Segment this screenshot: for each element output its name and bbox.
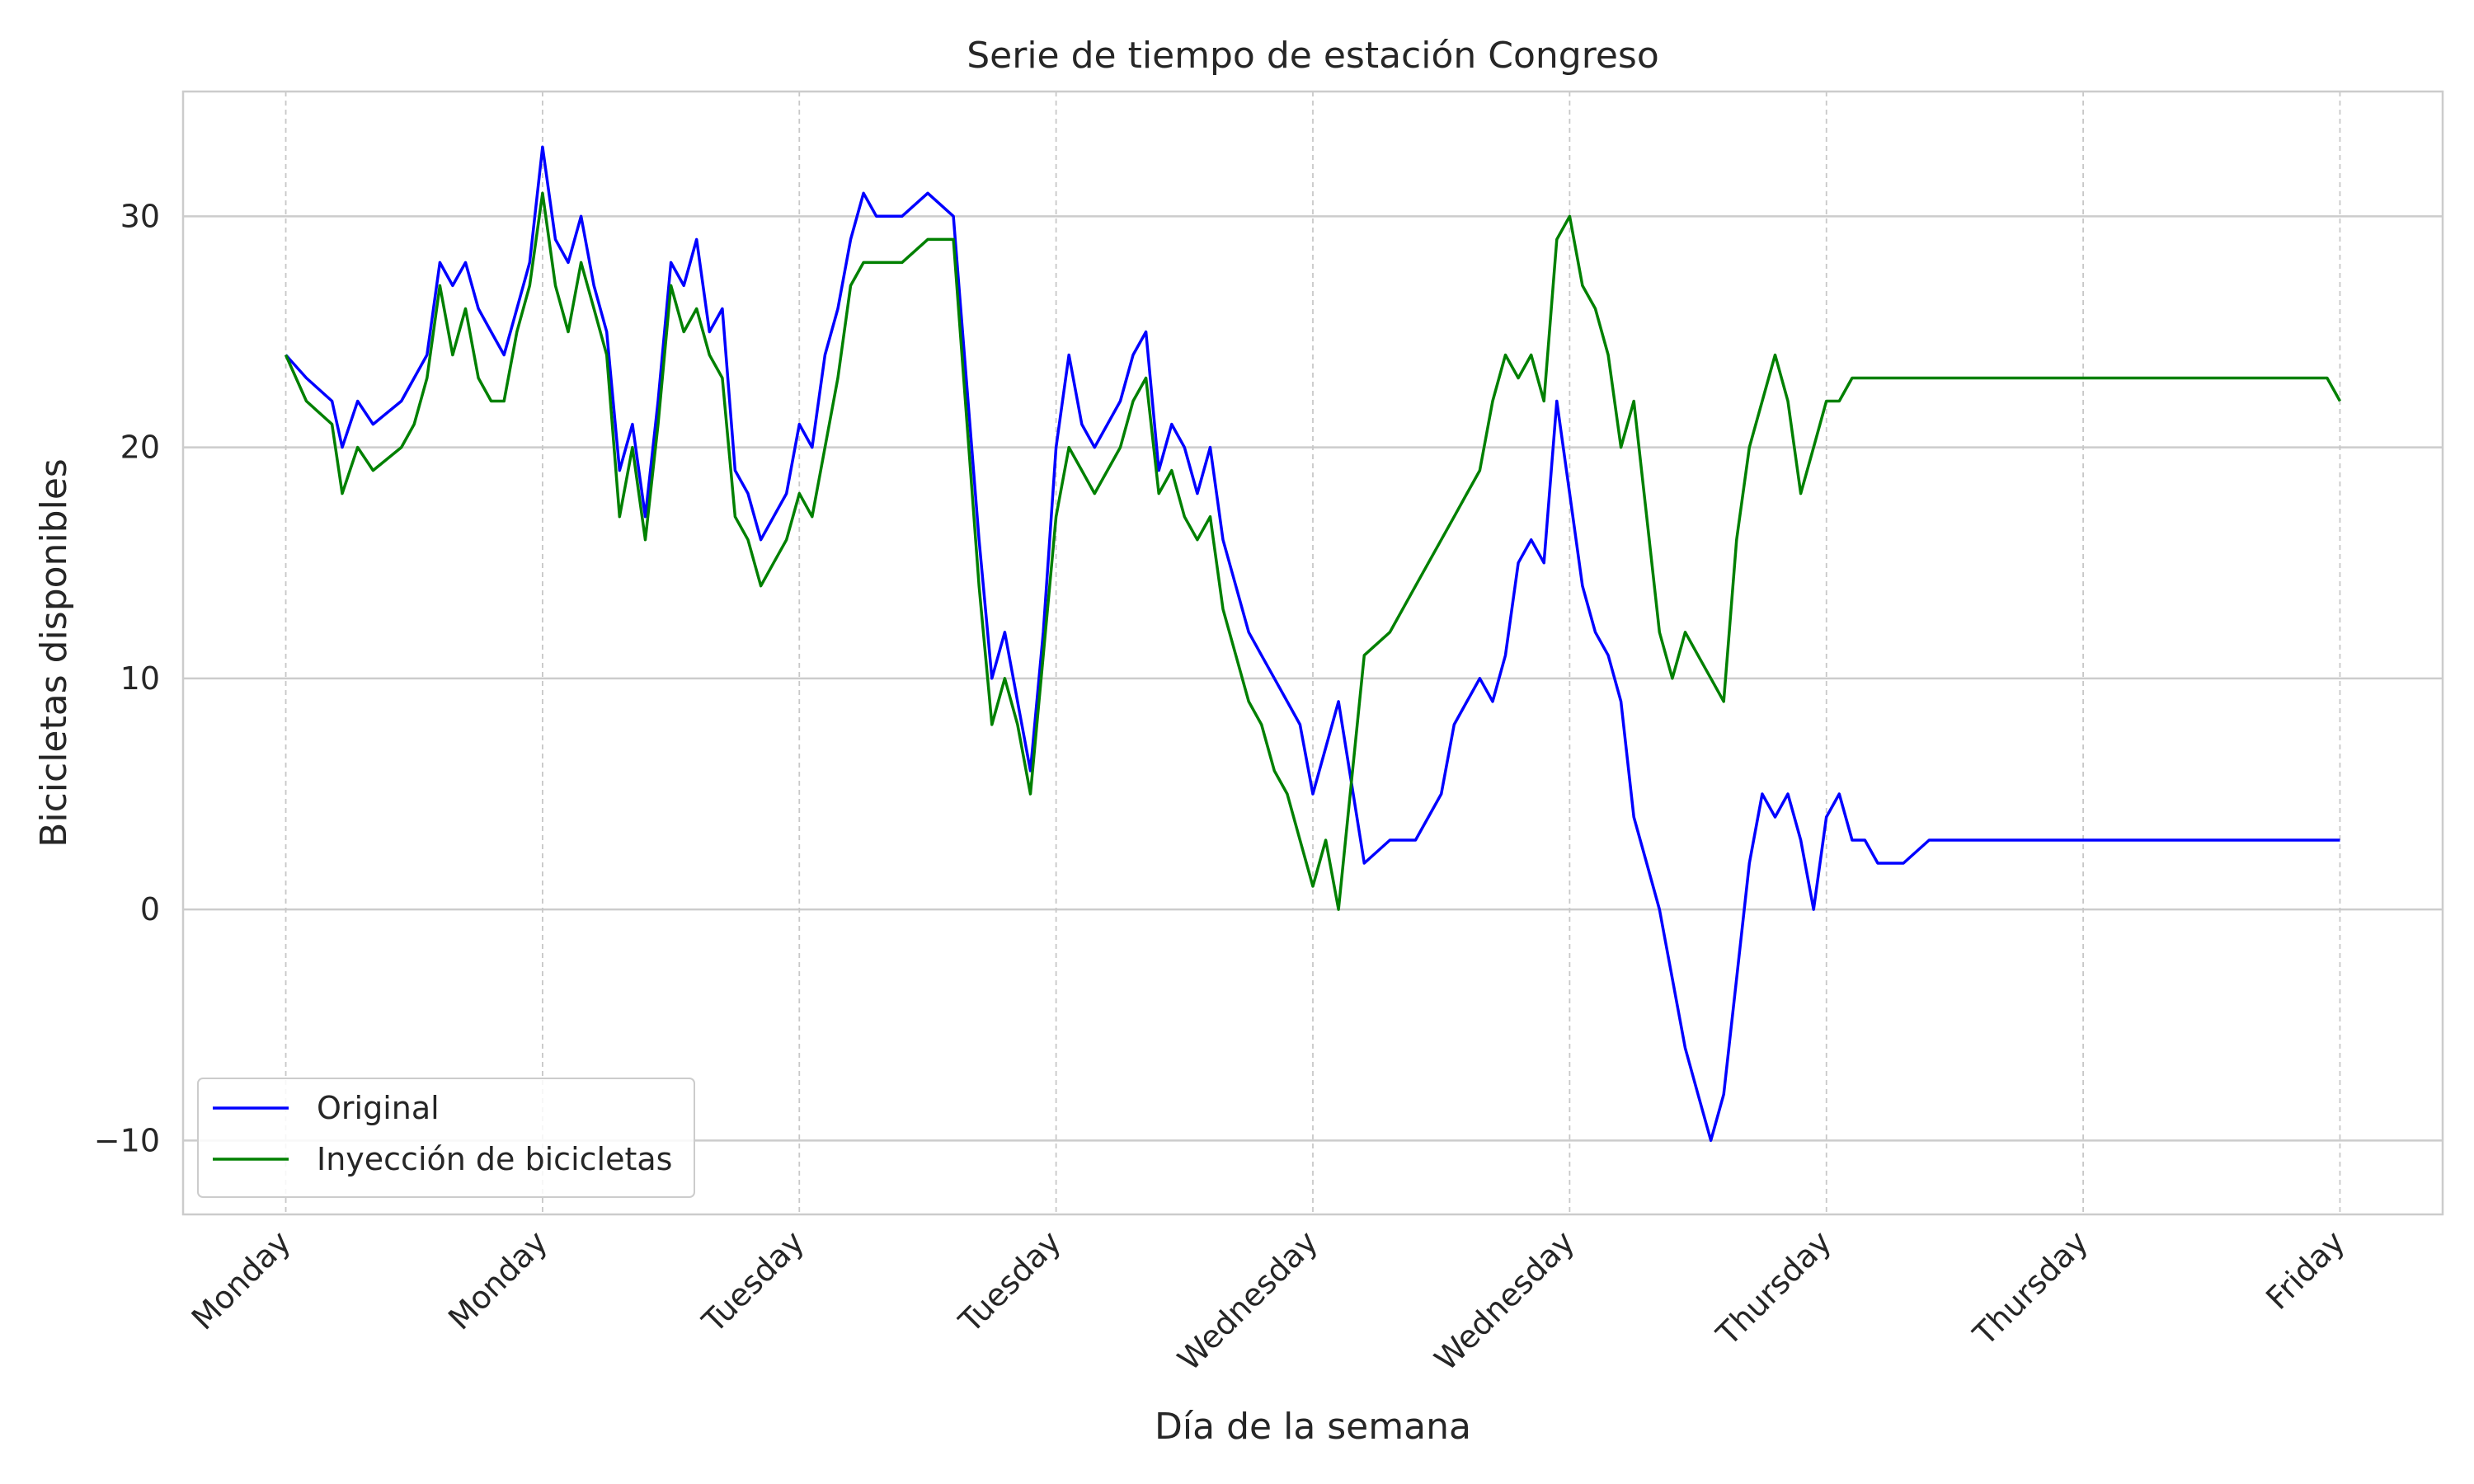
legend-box [197,1078,695,1198]
y-tick-label: 20 [120,430,160,466]
y-axis-ticks: −10 0 10 20 30 [94,198,160,1158]
y-tick-label: 10 [120,660,160,697]
legend-label-original: Original [317,1090,440,1126]
y-tick-label: 30 [120,198,160,234]
series-line-0 [285,145,2340,1143]
plot-frame [181,90,2444,1216]
x-axis-title: Día de la semana [1155,1406,1471,1448]
legend-label-inyeccion: Inyección de bicicletas [317,1141,672,1177]
grid-lines [183,92,2443,1214]
series-layer [284,145,2342,1143]
y-tick-label: −10 [94,1122,160,1158]
series-line-1 [284,191,2342,911]
y-axis-title: Bicicletas disponibles [33,458,75,848]
chart-title: Serie de tiempo de estación Congreso [967,35,1659,77]
legend: Original Inyección de bicicletas [197,1078,695,1198]
y-tick-label: 0 [140,891,160,928]
